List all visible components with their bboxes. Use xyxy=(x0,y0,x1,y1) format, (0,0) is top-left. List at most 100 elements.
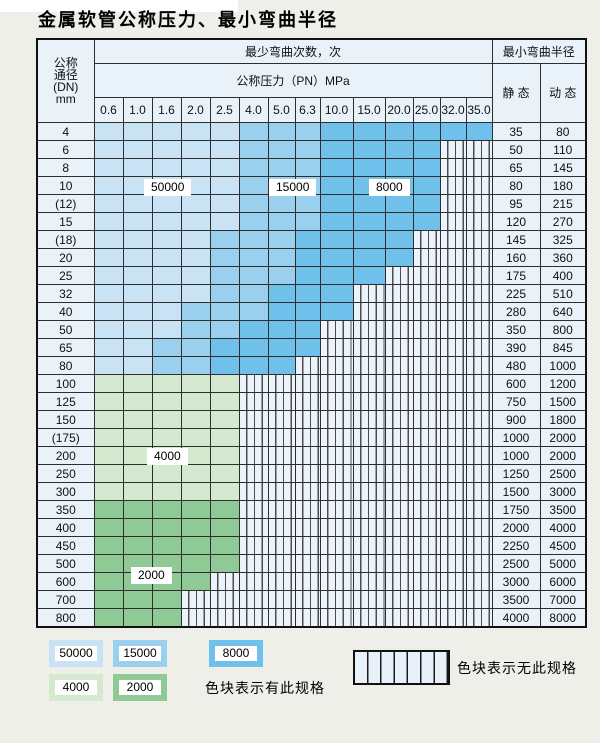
no-spec-cell xyxy=(384,410,414,429)
spec-cell xyxy=(93,212,124,231)
spec-cell xyxy=(209,410,240,429)
no-spec-cell xyxy=(465,500,493,519)
no-spec-cell xyxy=(465,482,493,501)
no-spec-cell xyxy=(267,518,296,537)
dn-cell: 700 xyxy=(36,590,95,609)
no-spec-cell xyxy=(352,608,386,628)
pressure-tick: 20.0 xyxy=(384,97,414,123)
spec-cell xyxy=(151,428,182,447)
dynamic-value-cell: 1500 xyxy=(539,392,587,411)
no-spec-cell xyxy=(352,536,386,555)
dynamic-value-cell: 1200 xyxy=(539,374,587,393)
no-spec-cell xyxy=(439,176,467,195)
no-spec-cell xyxy=(384,284,414,303)
spec-cell xyxy=(122,428,153,447)
spec-cell xyxy=(93,158,124,177)
no-spec-cell xyxy=(209,572,240,591)
dynamic-value-cell: 3500 xyxy=(539,500,587,519)
dn-cell: 40 xyxy=(36,302,95,321)
spec-cell xyxy=(267,122,296,141)
no-spec-cell xyxy=(294,608,321,628)
dn-cell: 400 xyxy=(36,518,95,537)
no-spec-cell xyxy=(412,500,441,519)
no-spec-cell xyxy=(439,500,467,519)
spec-cell xyxy=(122,608,153,628)
no-spec-cell xyxy=(352,320,386,339)
static-value-cell: 145 xyxy=(491,230,541,249)
spec-cell xyxy=(238,302,269,321)
no-spec-cell xyxy=(412,554,441,573)
spec-cell xyxy=(294,320,321,339)
spec-cell xyxy=(238,194,269,213)
no-spec-cell xyxy=(267,608,296,628)
no-spec-cell xyxy=(412,302,441,321)
pressure-tick: 10.0 xyxy=(319,97,354,123)
spec-cell xyxy=(93,122,124,141)
spec-cell xyxy=(93,302,124,321)
spec-cell xyxy=(151,374,182,393)
spec-cell xyxy=(122,536,153,555)
min-bend-radius-header: 最小弯曲半径 xyxy=(491,38,587,64)
no-spec-cell xyxy=(294,446,321,465)
no-spec-cell xyxy=(384,608,414,628)
spec-cell xyxy=(151,122,182,141)
spec-cell xyxy=(93,392,124,411)
dn-cell: (175) xyxy=(36,428,95,447)
static-value-cell: 80 xyxy=(491,176,541,195)
pressure-tick: 2.0 xyxy=(180,97,211,123)
spec-cell xyxy=(267,212,296,231)
dynamic-value-cell: 640 xyxy=(539,302,587,321)
no-spec-cell xyxy=(294,392,321,411)
no-spec-cell xyxy=(352,590,386,609)
spec-cell xyxy=(93,320,124,339)
no-spec-cell xyxy=(294,572,321,591)
no-spec-cell xyxy=(180,608,211,628)
no-spec-cell xyxy=(294,554,321,573)
spec-cell xyxy=(209,212,240,231)
dn-cell: (18) xyxy=(36,230,95,249)
spec-cell xyxy=(122,140,153,159)
spec-cell xyxy=(238,140,269,159)
spec-cell xyxy=(209,140,240,159)
spec-cell xyxy=(294,140,321,159)
spec-cell xyxy=(267,284,296,303)
no-spec-cell xyxy=(465,392,493,411)
no-spec-cell xyxy=(412,518,441,537)
no-spec-cell xyxy=(465,194,493,213)
spec-cell xyxy=(209,374,240,393)
spec-cell xyxy=(151,140,182,159)
cycle-count-label: 2000 xyxy=(131,567,172,584)
dn-cell: 600 xyxy=(36,572,95,591)
dynamic-value-cell: 845 xyxy=(539,338,587,357)
spec-cell xyxy=(294,230,321,249)
spec-cell xyxy=(209,518,240,537)
no-spec-cell xyxy=(267,536,296,555)
dynamic-value-cell: 1000 xyxy=(539,356,587,375)
no-spec-cell xyxy=(412,446,441,465)
spec-cell xyxy=(294,266,321,285)
spec-cell xyxy=(209,500,240,519)
no-spec-cell xyxy=(352,464,386,483)
static-value-cell: 1000 xyxy=(491,428,541,447)
no-spec-cell xyxy=(319,464,354,483)
spec-cell xyxy=(122,338,153,357)
dynamic-column-header: 动 态 xyxy=(539,63,587,123)
cycle-count-label: 15000 xyxy=(269,179,317,196)
spec-cell xyxy=(93,500,124,519)
spec-cell xyxy=(93,266,124,285)
no-spec-cell xyxy=(238,500,269,519)
spec-cell xyxy=(93,464,124,483)
no-spec-cell xyxy=(439,446,467,465)
spec-cell xyxy=(180,212,211,231)
no-spec-cell xyxy=(384,302,414,321)
spec-cell xyxy=(294,302,321,321)
spec-cell xyxy=(209,302,240,321)
pressure-tick: 4.0 xyxy=(238,97,269,123)
no-spec-cell xyxy=(412,356,441,375)
spec-cell xyxy=(180,464,211,483)
no-spec-cell xyxy=(439,608,467,628)
spec-cell xyxy=(238,212,269,231)
spec-cell xyxy=(151,482,182,501)
spec-cell xyxy=(151,356,182,375)
dn-cell: 100 xyxy=(36,374,95,393)
